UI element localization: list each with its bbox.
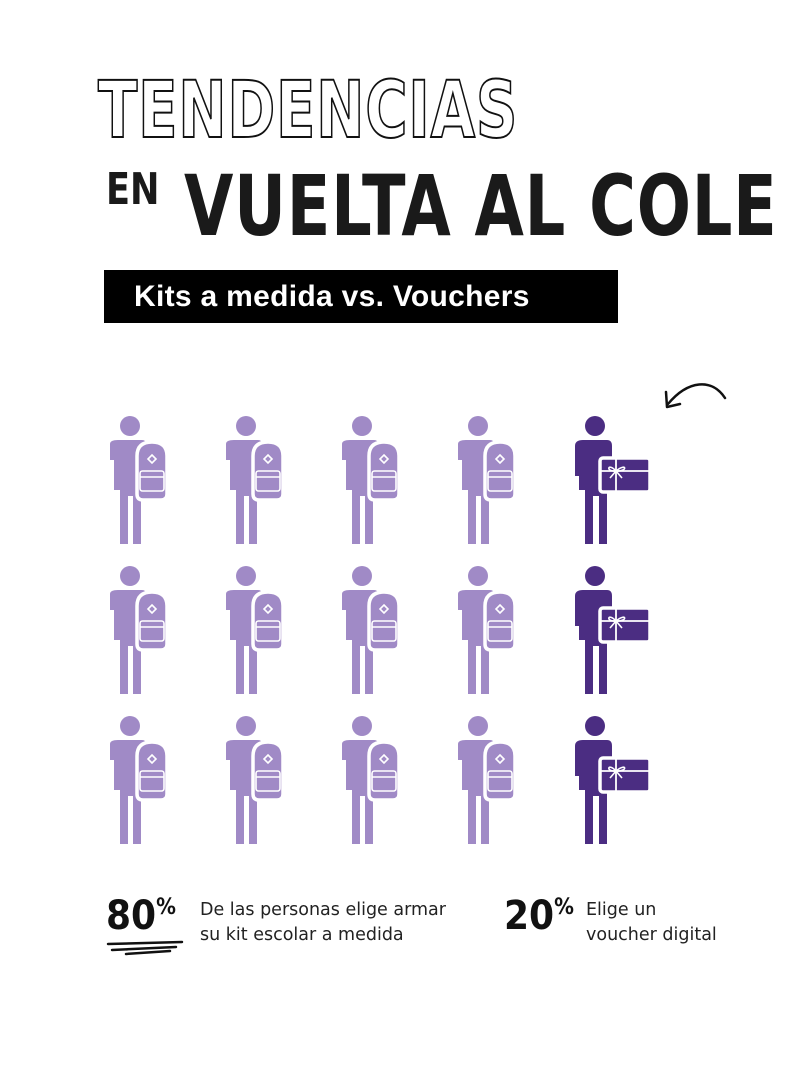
person-backpack-icon bbox=[110, 716, 169, 844]
arrow-annotation bbox=[664, 383, 727, 409]
underline-scribble bbox=[106, 940, 184, 956]
page-title-main: VUELTA AL COLE bbox=[184, 157, 778, 255]
subtitle-banner: Kits a medida vs. Vouchers bbox=[104, 270, 618, 323]
gift-card-icon bbox=[598, 456, 652, 494]
backpack-icon bbox=[367, 740, 401, 802]
backpack-icon bbox=[483, 440, 517, 502]
page-title-row: EN VUELTA AL COLE bbox=[106, 164, 777, 248]
person-backpack-icon bbox=[342, 416, 401, 544]
pictogram-chart bbox=[110, 383, 727, 844]
stat-kit-text: De las personas elige armar su kit escol… bbox=[200, 898, 446, 948]
person-backpack-icon bbox=[342, 716, 401, 844]
gift-card-icon bbox=[598, 606, 652, 644]
backpack-icon bbox=[367, 440, 401, 502]
backpack-icon bbox=[251, 590, 285, 652]
person-backpack-icon bbox=[342, 566, 401, 694]
backpack-icon bbox=[135, 440, 169, 502]
person-backpack-icon bbox=[110, 566, 169, 694]
stat-voucher-value: 20% bbox=[504, 893, 574, 939]
person-backpack-icon bbox=[458, 716, 517, 844]
page-title-outline: TENDENCIAS bbox=[97, 66, 519, 156]
backpack-icon bbox=[135, 740, 169, 802]
stat-voucher-line1: Elige un bbox=[586, 900, 657, 920]
subtitle-text: Kits a medida vs. Vouchers bbox=[134, 280, 530, 313]
person-backpack-icon bbox=[458, 416, 517, 544]
person-backpack-icon bbox=[226, 566, 285, 694]
gift-card-icon bbox=[598, 756, 652, 794]
person-backpack-icon bbox=[458, 566, 517, 694]
backpack-icon bbox=[483, 740, 517, 802]
person-gift-card-icon bbox=[575, 716, 652, 844]
backpack-icon bbox=[367, 590, 401, 652]
person-backpack-icon bbox=[226, 416, 285, 544]
backpack-icon bbox=[251, 440, 285, 502]
person-backpack-icon bbox=[226, 716, 285, 844]
backpack-icon bbox=[483, 590, 517, 652]
person-backpack-icon bbox=[110, 416, 169, 544]
stat-voucher-line2: voucher digital bbox=[586, 925, 717, 945]
person-gift-card-icon bbox=[575, 566, 652, 694]
stat-kit-value: 80% bbox=[106, 893, 176, 939]
stat-kit-line1: De las personas elige armar bbox=[200, 900, 446, 920]
backpack-icon bbox=[251, 740, 285, 802]
backpack-icon bbox=[135, 590, 169, 652]
title-prefix: EN bbox=[106, 164, 160, 215]
person-gift-card-icon bbox=[575, 416, 652, 544]
stat-voucher: 20% Elige un voucher digital bbox=[504, 893, 717, 945]
stat-kit-line2: su kit escolar a medida bbox=[200, 925, 404, 945]
stat-voucher-text: Elige un voucher digital bbox=[586, 898, 717, 948]
stat-kit: 80% De las personas elige armar su kit e… bbox=[106, 893, 446, 956]
